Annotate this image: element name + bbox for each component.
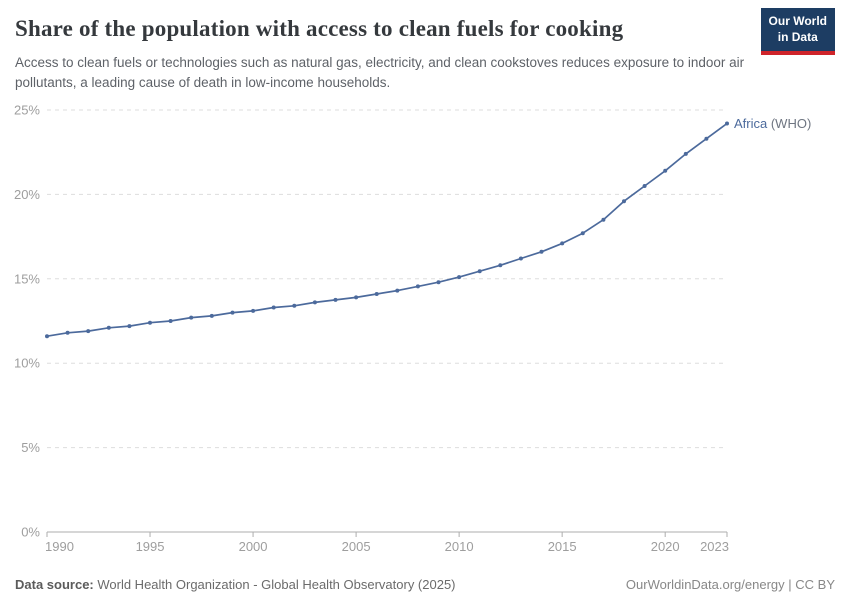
data-point[interactable] — [86, 329, 91, 334]
data-point[interactable] — [312, 300, 317, 305]
data-point[interactable] — [436, 280, 441, 285]
owid-logo[interactable]: Our World in Data — [760, 8, 835, 56]
data-point[interactable] — [601, 217, 606, 222]
data-point[interactable] — [251, 308, 256, 313]
data-point[interactable] — [622, 199, 626, 204]
data-point[interactable] — [374, 292, 379, 296]
data-point[interactable] — [415, 284, 420, 289]
x-axis-tick-label: 2020 — [651, 539, 680, 554]
y-axis-tick-label: 15% — [14, 271, 40, 286]
owid-logo-line1: Our World — [768, 14, 827, 28]
license-link[interactable]: CC BY — [795, 577, 835, 592]
series-end-label[interactable]: Africa (WHO) — [734, 116, 811, 131]
y-axis-tick-label: 0% — [21, 525, 40, 540]
series-label-name[interactable]: Africa — [734, 116, 768, 131]
page-title: Share of the population with access to c… — [15, 16, 624, 41]
data-point[interactable] — [477, 269, 482, 274]
data-point[interactable] — [45, 334, 49, 339]
x-axis-tick-label: 2010 — [445, 539, 474, 554]
x-axis-tick-label: 2023 — [700, 539, 729, 554]
data-source-label: Data source: — [15, 577, 94, 592]
data-point[interactable] — [725, 121, 729, 126]
owid-logo-line2: in Data — [777, 29, 818, 44]
y-axis-tick-label: 10% — [14, 356, 40, 371]
data-point[interactable] — [580, 231, 585, 236]
data-point[interactable] — [189, 315, 194, 320]
data-point[interactable] — [148, 320, 152, 325]
x-axis-tick-label: 2000 — [239, 539, 268, 554]
data-point[interactable] — [230, 310, 235, 315]
data-point[interactable] — [704, 136, 709, 141]
data-point[interactable] — [539, 249, 544, 254]
x-axis-tick-label: 2015 — [548, 539, 577, 554]
data-point[interactable] — [127, 324, 132, 329]
data-point[interactable] — [65, 330, 70, 335]
data-source-text: World Health Organization - Global Healt… — [93, 577, 456, 592]
data-point[interactable] — [642, 184, 647, 188]
data-point[interactable] — [457, 275, 462, 280]
data-point[interactable] — [168, 319, 173, 323]
data-point[interactable] — [271, 305, 276, 310]
chart-subtitle: Access to clean fuels or technologies su… — [15, 55, 745, 91]
chart-footer: Data source: World Health Organization -… — [15, 577, 835, 592]
data-point[interactable] — [518, 256, 523, 261]
data-point[interactable] — [106, 325, 111, 330]
y-axis-tick-label: 25% — [14, 103, 40, 118]
data-point[interactable] — [292, 303, 297, 308]
owid-link[interactable]: OurWorldinData.org/energy — [625, 577, 785, 592]
data-point[interactable] — [663, 168, 668, 173]
x-axis-tick-label: 1990 — [45, 539, 74, 554]
data-point[interactable] — [395, 288, 400, 293]
footer-right: OurWorldinData.org/energy | CC BY — [626, 577, 835, 592]
data-point[interactable] — [209, 313, 214, 318]
series-label-suffix: (WHO) — [767, 116, 811, 131]
data-point[interactable] — [333, 297, 338, 302]
footer-separator: | — [784, 577, 796, 592]
data-line[interactable] — [46, 122, 728, 338]
data-source: Data source: World Health Organization -… — [15, 577, 456, 592]
x-axis-tick-label: 1995 — [136, 539, 165, 554]
x-axis-tick-label: 2005 — [342, 539, 371, 554]
data-point[interactable] — [498, 263, 503, 268]
data-point[interactable] — [560, 241, 565, 246]
y-axis-tick-label: 20% — [14, 187, 40, 202]
y-axis-tick-label: 5% — [21, 440, 40, 455]
data-point[interactable] — [354, 295, 359, 300]
data-point[interactable] — [683, 151, 688, 156]
